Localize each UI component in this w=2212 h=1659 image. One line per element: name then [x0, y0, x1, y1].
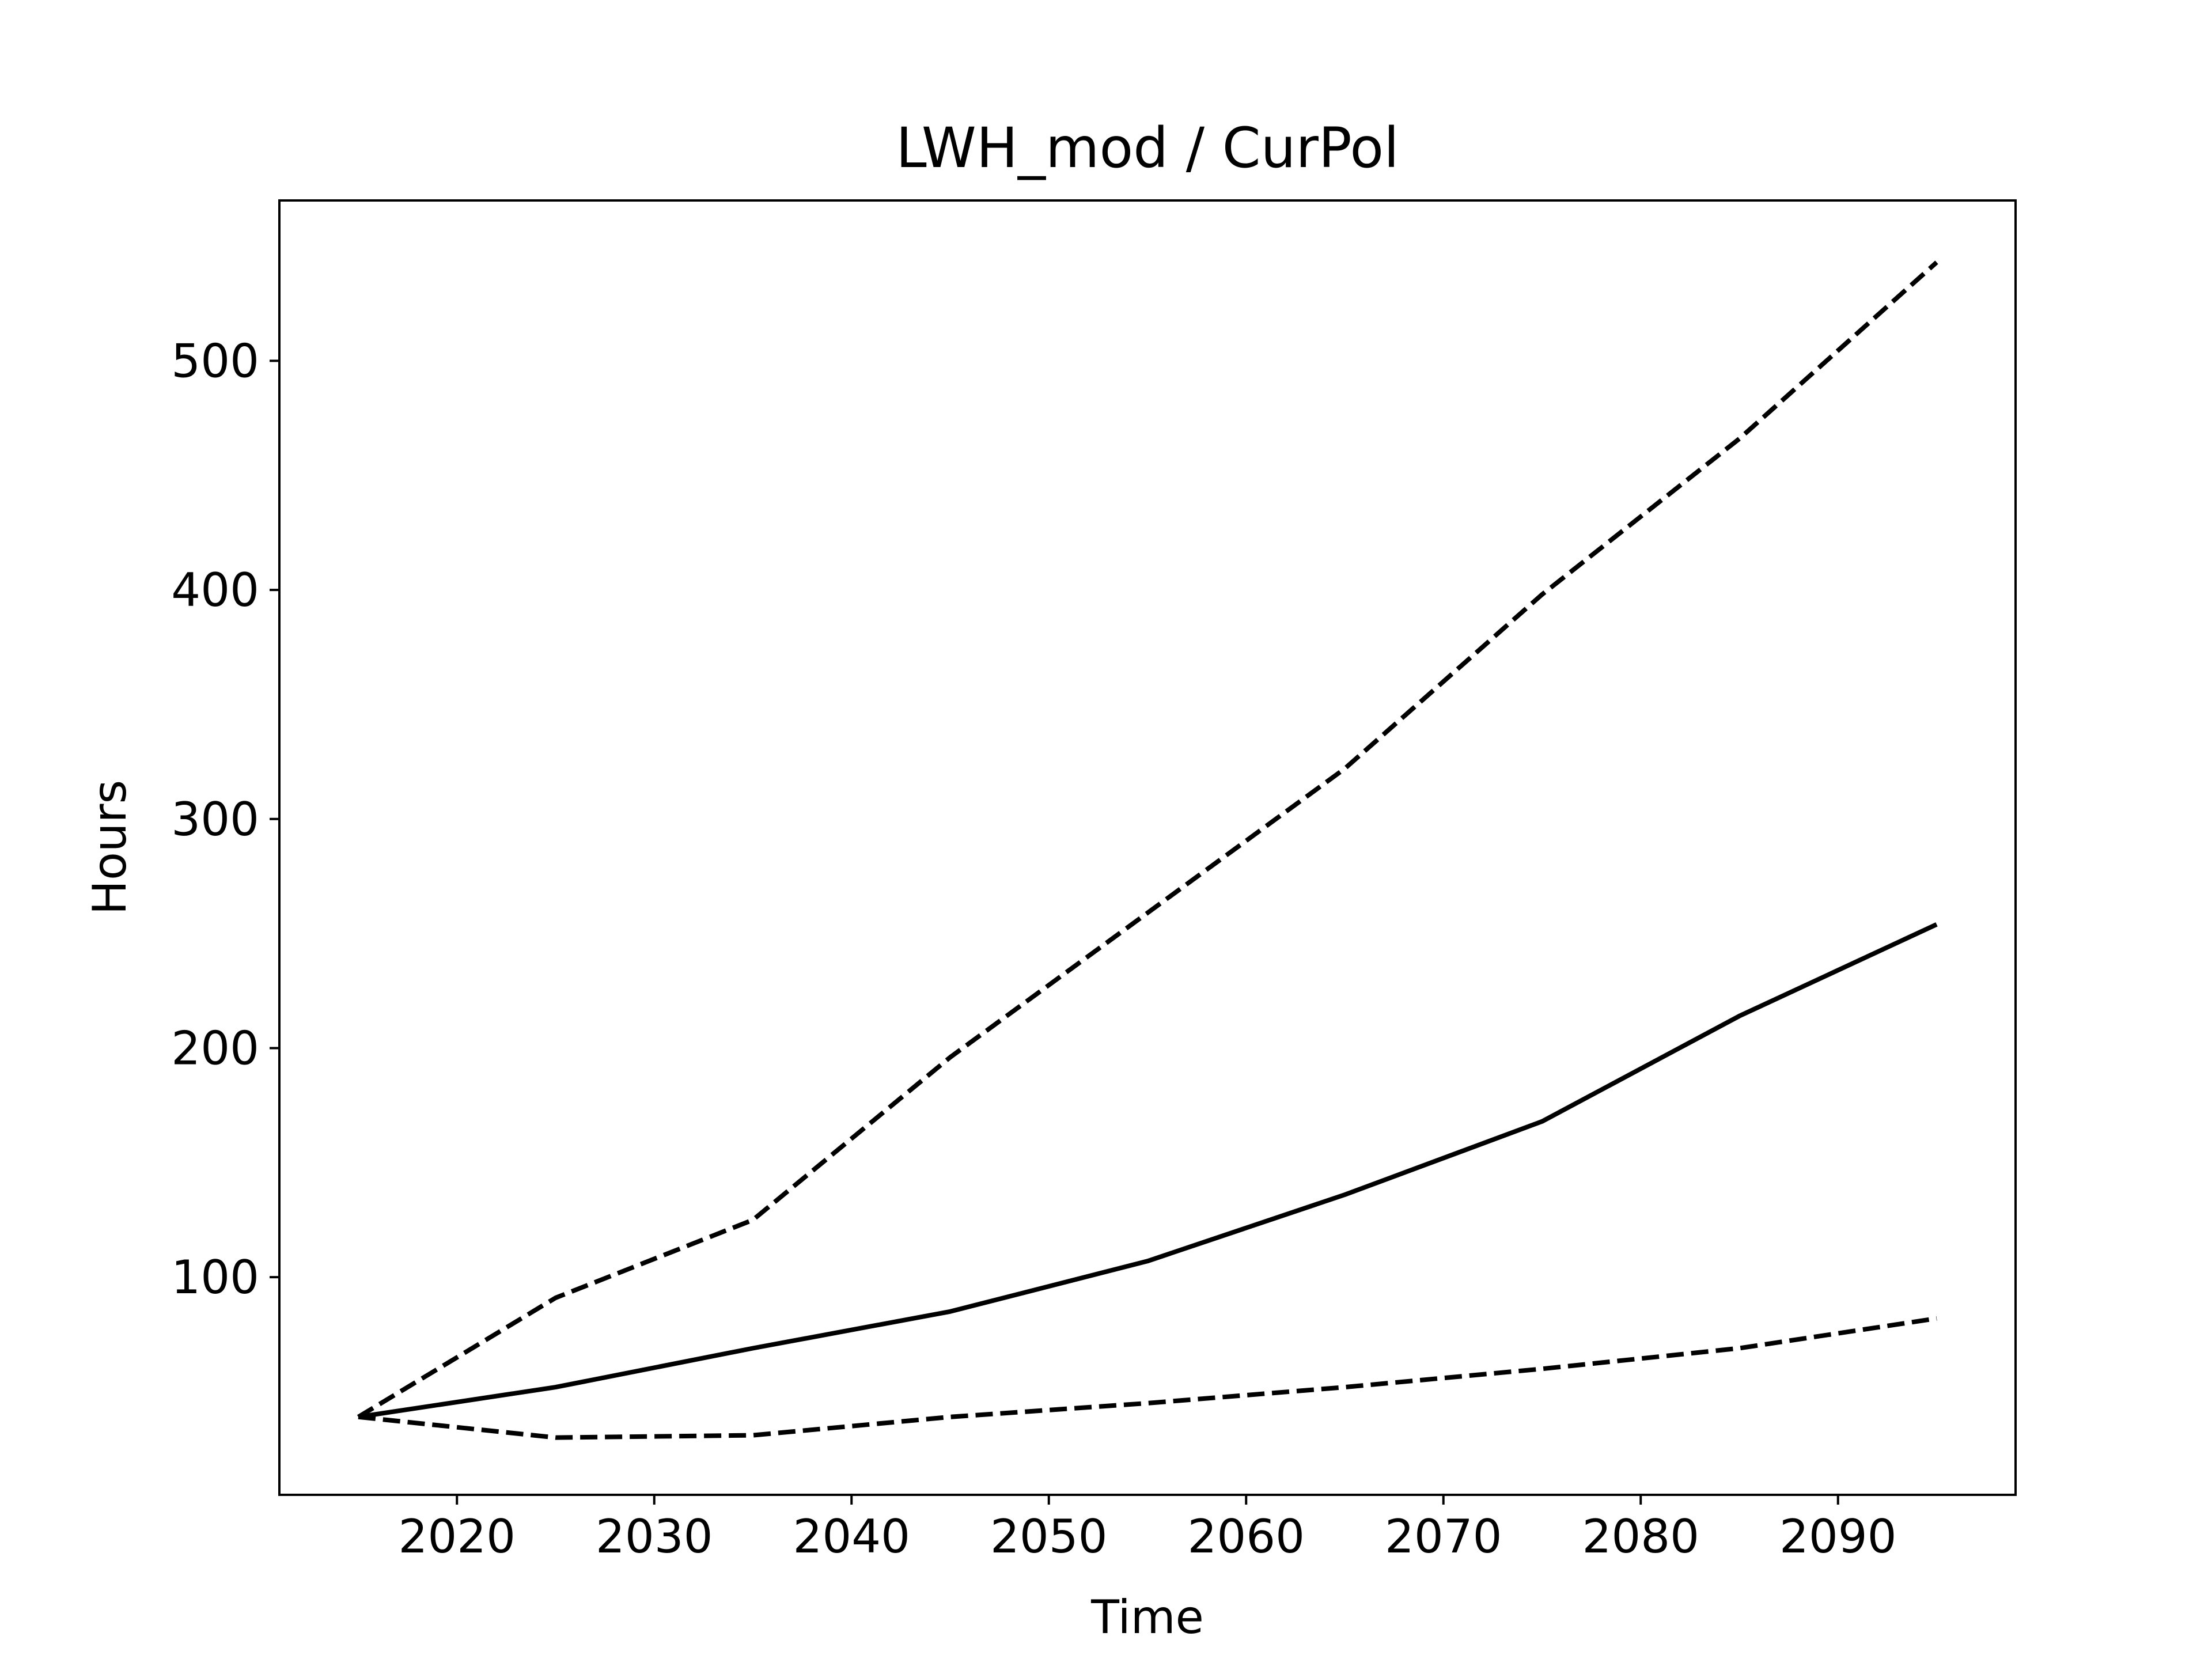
x-tick-label: 2070 [1385, 1510, 1502, 1563]
x-tick-label: 2030 [596, 1510, 713, 1563]
y-axis-ticks: 100 200 300 400 500 [171, 334, 279, 1304]
x-axis-ticks: 2020 2030 2040 2050 2060 2070 2080 2090 [398, 1495, 1897, 1563]
x-tick-label: 2080 [1582, 1510, 1699, 1563]
series-line-1 [357, 260, 1938, 1419]
series-line-3 [358, 1316, 1937, 1440]
series-layer [357, 260, 1938, 1440]
x-tick-label: 2050 [990, 1510, 1108, 1563]
y-axis-label: Hours [83, 780, 137, 915]
x-tick-label: 2090 [1779, 1510, 1897, 1563]
y-tick-label: 300 [171, 793, 259, 846]
x-tick-label: 2040 [793, 1510, 910, 1563]
x-tick-label: 2020 [398, 1510, 516, 1563]
plot-frame [278, 199, 2017, 1496]
y-tick-label: 400 [171, 563, 259, 617]
y-tick-label: 200 [171, 1021, 259, 1075]
chart-title: LWH_mod / CurPol [896, 116, 1399, 180]
series-line-2 [358, 922, 1938, 1419]
x-axis-label: Time [1090, 1590, 1204, 1644]
y-tick-label: 100 [171, 1251, 259, 1304]
x-tick-label: 2060 [1187, 1510, 1305, 1563]
y-tick-label: 500 [171, 334, 259, 388]
